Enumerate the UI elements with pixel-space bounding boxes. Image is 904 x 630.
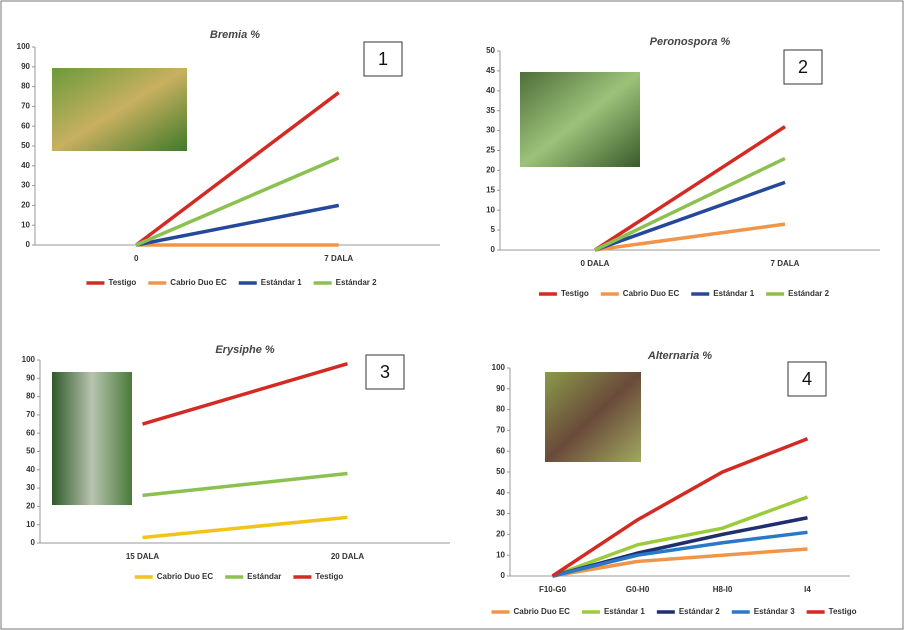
y-tick-label: 0 xyxy=(491,245,496,254)
y-tick-label: 50 xyxy=(486,46,495,55)
y-tick-label: 20 xyxy=(26,502,35,511)
y-tick-label: 0 xyxy=(26,240,31,249)
x-tick-label: F10-G0 xyxy=(539,585,567,594)
photo xyxy=(52,372,132,505)
x-tick-label: G0-H0 xyxy=(626,585,650,594)
series-line xyxy=(136,205,339,245)
x-tick-label: 15 DALA xyxy=(126,552,160,561)
photo xyxy=(52,68,187,151)
figure: 1 2 3 4 Bremia %010203040506070809010007… xyxy=(0,0,904,630)
y-tick-label: 35 xyxy=(486,106,495,115)
panel-number: 3 xyxy=(380,362,390,382)
y-tick-label: 40 xyxy=(486,86,495,95)
y-tick-label: 20 xyxy=(496,530,505,539)
y-tick-label: 5 xyxy=(491,225,496,234)
legend-label: Testigo xyxy=(561,289,589,298)
chart-title: Erysiphe % xyxy=(215,344,275,356)
y-tick-label: 10 xyxy=(26,520,35,529)
chart-title: Alternaria % xyxy=(647,350,712,362)
series-line xyxy=(143,473,348,495)
chart-title: Bremia % xyxy=(210,29,260,41)
y-tick-label: 0 xyxy=(501,571,506,580)
y-tick-label: 80 xyxy=(26,392,35,401)
panel-number: 1 xyxy=(378,49,388,69)
y-tick-label: 50 xyxy=(26,447,35,456)
y-tick-label: 0 xyxy=(31,538,36,547)
legend-label: Estándar 3 xyxy=(754,607,795,616)
y-tick-label: 40 xyxy=(496,488,505,497)
x-tick-label: H8-I0 xyxy=(713,585,733,594)
x-tick-label: 7 DALA xyxy=(324,254,353,263)
legend-label: Estándar 1 xyxy=(604,607,645,616)
legend-label: Cabrio Duo EC xyxy=(157,572,214,581)
y-tick-label: 70 xyxy=(26,410,35,419)
y-tick-label: 25 xyxy=(486,146,495,155)
series-line xyxy=(143,364,348,424)
y-tick-label: 30 xyxy=(26,483,35,492)
y-tick-label: 10 xyxy=(486,205,495,214)
y-tick-label: 50 xyxy=(496,467,505,476)
legend-label: Cabrio Duo EC xyxy=(513,607,570,616)
y-tick-label: 100 xyxy=(492,363,506,372)
x-tick-label: 0 xyxy=(134,254,139,263)
legend-label: Estándar 2 xyxy=(788,289,829,298)
y-tick-label: 15 xyxy=(486,185,495,194)
x-tick-label: I4 xyxy=(804,585,811,594)
y-tick-label: 40 xyxy=(21,161,30,170)
photo xyxy=(520,72,640,167)
y-tick-label: 45 xyxy=(486,66,495,75)
chart-title: Peronospora % xyxy=(650,36,731,48)
y-tick-label: 70 xyxy=(21,102,30,111)
legend-label: Testigo xyxy=(315,572,343,581)
y-tick-label: 10 xyxy=(496,550,505,559)
series-line xyxy=(143,517,348,537)
y-tick-label: 60 xyxy=(26,428,35,437)
y-tick-label: 10 xyxy=(21,220,30,229)
y-tick-label: 50 xyxy=(21,141,30,150)
y-tick-label: 90 xyxy=(26,373,35,382)
photo xyxy=(545,372,641,462)
y-tick-label: 100 xyxy=(22,355,36,364)
x-tick-label: 0 DALA xyxy=(581,259,610,268)
panel-number: 2 xyxy=(798,57,808,77)
y-tick-label: 70 xyxy=(496,426,505,435)
panel-number: 4 xyxy=(802,369,812,389)
x-tick-label: 7 DALA xyxy=(771,259,800,268)
legend-label: Cabrio Duo EC xyxy=(623,289,680,298)
y-tick-label: 80 xyxy=(21,82,30,91)
legend-label: Estándar xyxy=(247,572,281,581)
y-tick-label: 30 xyxy=(496,509,505,518)
series-line xyxy=(595,182,785,250)
legend-label: Estándar 1 xyxy=(713,289,754,298)
y-tick-label: 90 xyxy=(496,384,505,393)
y-tick-label: 30 xyxy=(21,181,30,190)
y-tick-label: 60 xyxy=(21,121,30,130)
y-tick-label: 90 xyxy=(21,62,30,71)
y-tick-label: 20 xyxy=(21,201,30,210)
legend-label: Testigo xyxy=(108,278,136,287)
y-tick-label: 30 xyxy=(486,126,495,135)
legend-label: Testigo xyxy=(829,607,857,616)
y-tick-label: 40 xyxy=(26,465,35,474)
y-tick-label: 20 xyxy=(486,166,495,175)
x-tick-label: 20 DALA xyxy=(331,552,365,561)
legend-label: Estándar 2 xyxy=(679,607,720,616)
y-tick-label: 80 xyxy=(496,405,505,414)
legend-label: Estándar 1 xyxy=(261,278,302,287)
legend-label: Estándar 2 xyxy=(336,278,377,287)
legend-label: Cabrio Duo EC xyxy=(170,278,227,287)
y-tick-label: 100 xyxy=(17,42,31,51)
y-tick-label: 60 xyxy=(496,446,505,455)
